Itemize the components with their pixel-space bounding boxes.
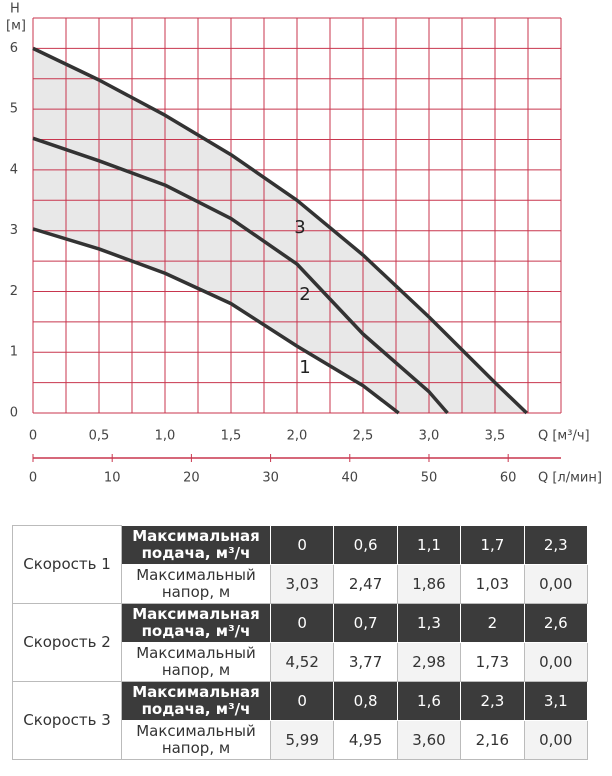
y-tick-label: 1	[10, 345, 18, 360]
table-row: Максимальный напор, м 4,52 3,77 2,98 1,73 0,0…	[13, 642, 589, 682]
row-label: Максимальная подача, м³/ч	[121, 681, 271, 721]
cell: 4,95	[333, 720, 398, 760]
curve	[32, 227, 400, 415]
y-tick-label: 5	[10, 102, 18, 117]
cell: 0,00	[523, 642, 589, 682]
x-label: Q [м³/ч]	[538, 429, 590, 444]
row-label: Максимальный напор, м	[121, 564, 271, 604]
speed-table: Скорость 1 Максимальная подача, м³/ч 0 0,6 1…	[12, 525, 589, 760]
row-label: Максимальная подача, м³/ч	[121, 603, 271, 643]
x2-tick-label: 30	[262, 471, 279, 486]
curve-label: 2	[299, 284, 310, 305]
x-tick-label: 0	[29, 429, 37, 444]
y-label: H	[10, 2, 20, 17]
cell: 2,16	[460, 720, 525, 760]
cell: 3,1	[523, 681, 589, 721]
x-tick-label: 1,5	[221, 429, 242, 444]
cell: 0,8	[333, 681, 398, 721]
cell: 1,86	[396, 564, 462, 604]
cell: 2,3	[523, 525, 589, 565]
y-tick-label: 0	[10, 406, 18, 421]
y-tick-label: 6	[10, 41, 18, 56]
cell: 1,1	[396, 525, 462, 565]
cell: 0	[269, 681, 335, 721]
cell: 2	[460, 603, 525, 643]
cell: 0	[269, 525, 335, 565]
x-tick-label: 2,0	[287, 429, 308, 444]
cell: 2,6	[523, 603, 589, 643]
row-label: Максимальный напор, м	[121, 720, 271, 760]
cell: 1,3	[396, 603, 462, 643]
x-tick-label: 3,0	[419, 429, 440, 444]
x2-tick-label: 50	[421, 471, 438, 486]
x-tick-label: 1,0	[155, 429, 176, 444]
x-tick-label: 3,5	[485, 429, 506, 444]
table-row: Максимальный напор, м 3,03 2,47 1,86 1,03 0,0…	[13, 564, 589, 604]
x2-tick-label: 0	[29, 471, 37, 486]
cell: 2,3	[460, 681, 525, 721]
cell: 1,7	[460, 525, 525, 565]
x-tick-label: 2,5	[353, 429, 374, 444]
cell: 2,98	[396, 642, 462, 682]
table-row: Скорость 1 Максимальная подача, м³/ч 0 0,6 1…	[12, 525, 589, 604]
row-label: Максимальный напор, м	[121, 642, 271, 682]
y-unit: [м]	[6, 19, 26, 34]
table-row: Скорость 2 Максимальная подача, м³/ч 0 0,7 1…	[12, 603, 589, 682]
cell: 0,00	[523, 564, 589, 604]
table-row: Максимальный напор, м 5,99 4,95 3,60 2,16 0,0…	[13, 720, 589, 760]
y-tick-label: 4	[10, 162, 18, 177]
y-tick-label: 2	[10, 284, 18, 299]
cell: 3,03	[269, 564, 335, 604]
cell: 1,03	[460, 564, 525, 604]
cell: 3,60	[396, 720, 462, 760]
cell: 0,00	[523, 720, 589, 760]
y-tick-label: 3	[10, 223, 18, 238]
x2-tick-label: 20	[183, 471, 200, 486]
cell: 5,99	[269, 720, 335, 760]
cell: 0	[269, 603, 335, 643]
cell: 3,77	[333, 642, 398, 682]
cell: 4,52	[269, 642, 335, 682]
speed-label: Скорость 2	[12, 603, 122, 682]
cell: 0,7	[333, 603, 398, 643]
cell: 1,73	[460, 642, 525, 682]
row-label: Максимальная подача, м³/ч	[121, 525, 271, 565]
x2-label: Q [л/мин]	[538, 471, 602, 486]
curve	[32, 136, 449, 415]
speed-label: Скорость 1	[12, 525, 122, 604]
x2-tick-label: 60	[500, 471, 517, 486]
cell: 0,6	[333, 525, 398, 565]
table-row: Скорость 3 Максимальная подача, м³/ч 0 0,8 1…	[12, 681, 589, 760]
x2-tick-label: 40	[342, 471, 359, 486]
x2-tick-label: 10	[104, 471, 121, 486]
speed-label: Скорость 3	[12, 681, 122, 760]
curve-label: 3	[294, 217, 305, 238]
x-tick-label: 0,5	[89, 429, 110, 444]
cell: 1,6	[396, 681, 462, 721]
curve-label: 1	[299, 357, 310, 378]
cell: 2,47	[333, 564, 398, 604]
curve	[32, 46, 528, 415]
